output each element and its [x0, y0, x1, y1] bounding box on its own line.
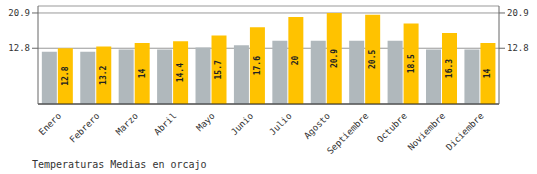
- svg-text:Noviembre: Noviembre: [406, 111, 448, 153]
- svg-text:12.8: 12.8: [61, 66, 70, 85]
- svg-text:15.7: 15.7: [215, 60, 224, 79]
- svg-text:14: 14: [138, 69, 147, 79]
- svg-text:Marzo: Marzo: [114, 111, 140, 137]
- svg-text:Abril: Abril: [152, 111, 178, 137]
- svg-text:16.3: 16.3: [445, 59, 454, 78]
- svg-text:20.5: 20.5: [368, 50, 377, 69]
- svg-text:Febrero: Febrero: [68, 111, 102, 145]
- svg-text:Agosto: Agosto: [302, 111, 332, 141]
- svg-text:20.9: 20.9: [330, 49, 339, 68]
- svg-text:Enero: Enero: [37, 111, 63, 137]
- svg-text:20.9: 20.9: [8, 8, 30, 18]
- svg-text:17.6: 17.6: [253, 56, 262, 75]
- svg-text:Junio: Junio: [229, 111, 255, 137]
- svg-text:12.8: 12.8: [507, 43, 529, 53]
- svg-text:Septiembre: Septiembre: [325, 111, 370, 156]
- html-text:Temperaturas Medias en orcajo: Temperaturas Medias en orcajo: [32, 159, 207, 170]
- svg-text:14: 14: [483, 69, 492, 79]
- svg-text:Octubre: Octubre: [375, 111, 409, 145]
- svg-text:12.8: 12.8: [8, 43, 30, 53]
- svg-text:13.2: 13.2: [99, 65, 108, 84]
- svg-text:Mayo: Mayo: [194, 111, 216, 133]
- svg-text:Julio: Julio: [267, 111, 293, 137]
- svg-text:14.4: 14.4: [176, 63, 185, 82]
- svg-text:Diciembre: Diciembre: [444, 111, 486, 153]
- svg-text:20.9: 20.9: [507, 8, 529, 18]
- svg-text:18.5: 18.5: [407, 54, 416, 73]
- svg-text:20: 20: [291, 55, 300, 65]
